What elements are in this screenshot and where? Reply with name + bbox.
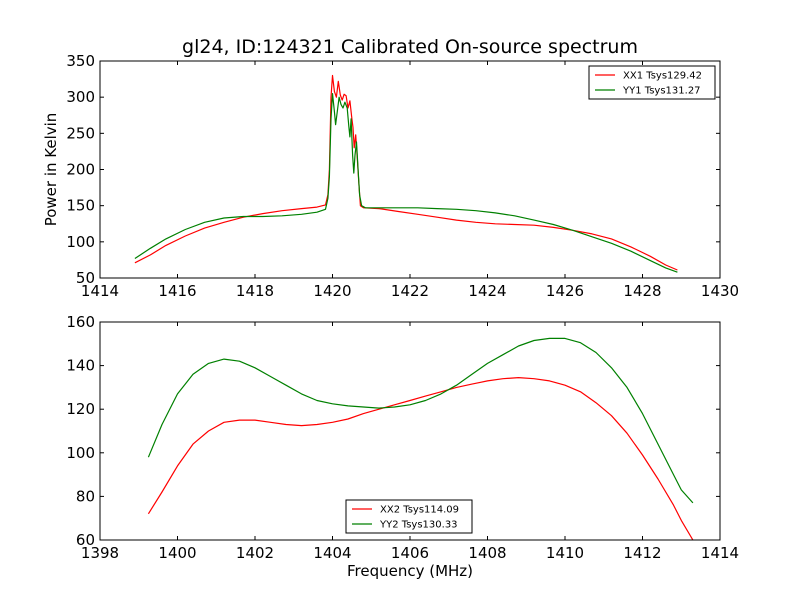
- x-tick-label: 1404: [313, 544, 351, 562]
- x-tick-label: 1416: [158, 282, 196, 300]
- y-tick-label: 50: [76, 269, 95, 287]
- y-tick-label: 120: [66, 400, 95, 418]
- series-line-2: [134, 93, 678, 273]
- y-tick-label: 150: [66, 197, 95, 215]
- y-tick-label: 100: [66, 233, 95, 251]
- x-tick-label: 1414: [81, 282, 119, 300]
- x-tick-label: 1402: [236, 544, 274, 562]
- x-tick-label: 1410: [546, 544, 584, 562]
- x-tick-label: 1424: [468, 282, 506, 300]
- x-tick-label: 1408: [468, 544, 506, 562]
- y-tick-label: 250: [66, 124, 95, 142]
- y-tick-label: 160: [66, 313, 95, 331]
- y-tick-label: 80: [76, 487, 95, 505]
- chart-title: gl24, ID:124321 Calibrated On-source spe…: [182, 36, 638, 58]
- legend: XX1 Tsys129.42 YY1 Tsys131.27: [588, 65, 716, 100]
- x-tick-label: 1418: [236, 282, 274, 300]
- x-tick-label: 1412: [623, 544, 661, 562]
- x-tick-label: 1426: [546, 282, 584, 300]
- top-panel: 1414 1416 1418 1420 1422 1424 1426 1428 1430 50 10…: [42, 52, 739, 300]
- legend-entry: YY1 Tsys131.27: [622, 86, 701, 97]
- y-tick-label: 200: [66, 161, 95, 179]
- legend: XX2 Tsys114.09 YY2 Tsys130.33: [345, 499, 473, 534]
- x-tick-label: 1400: [158, 544, 196, 562]
- y-tick-label: 300: [66, 88, 95, 106]
- legend-entry: XX1 Tsys129.42: [623, 71, 702, 82]
- series-line-1: [134, 74, 678, 271]
- legend-box: [588, 65, 716, 100]
- legend-entry: YY2 Tsys130.33: [379, 520, 458, 531]
- legend-box: [345, 499, 473, 534]
- x-tick-label: 1398: [81, 544, 119, 562]
- series-line-1: [147, 377, 694, 540]
- x-axis-label: Frequency (MHz): [347, 562, 473, 580]
- x-tick-label: 1420: [313, 282, 351, 300]
- x-tick-label: 1414: [701, 544, 739, 562]
- x-tick-label: 1406: [391, 544, 429, 562]
- y-tick-label: 350: [66, 52, 95, 70]
- y-tick-label: 100: [66, 444, 95, 462]
- y-tick-label: 140: [66, 357, 95, 375]
- x-tick-label: 1430: [701, 282, 739, 300]
- y-tick-label: 60: [76, 531, 95, 549]
- y-axis-label: Power in Kelvin: [42, 113, 60, 227]
- x-tick-label: 1428: [623, 282, 661, 300]
- x-tick-label: 1422: [391, 282, 429, 300]
- series-line-2: [147, 337, 694, 504]
- bottom-panel: 1398 1400 1402 1404 1406 1408 1410 1412 1414 60 80…: [66, 313, 739, 580]
- legend-entry: XX2 Tsys114.09: [380, 505, 459, 516]
